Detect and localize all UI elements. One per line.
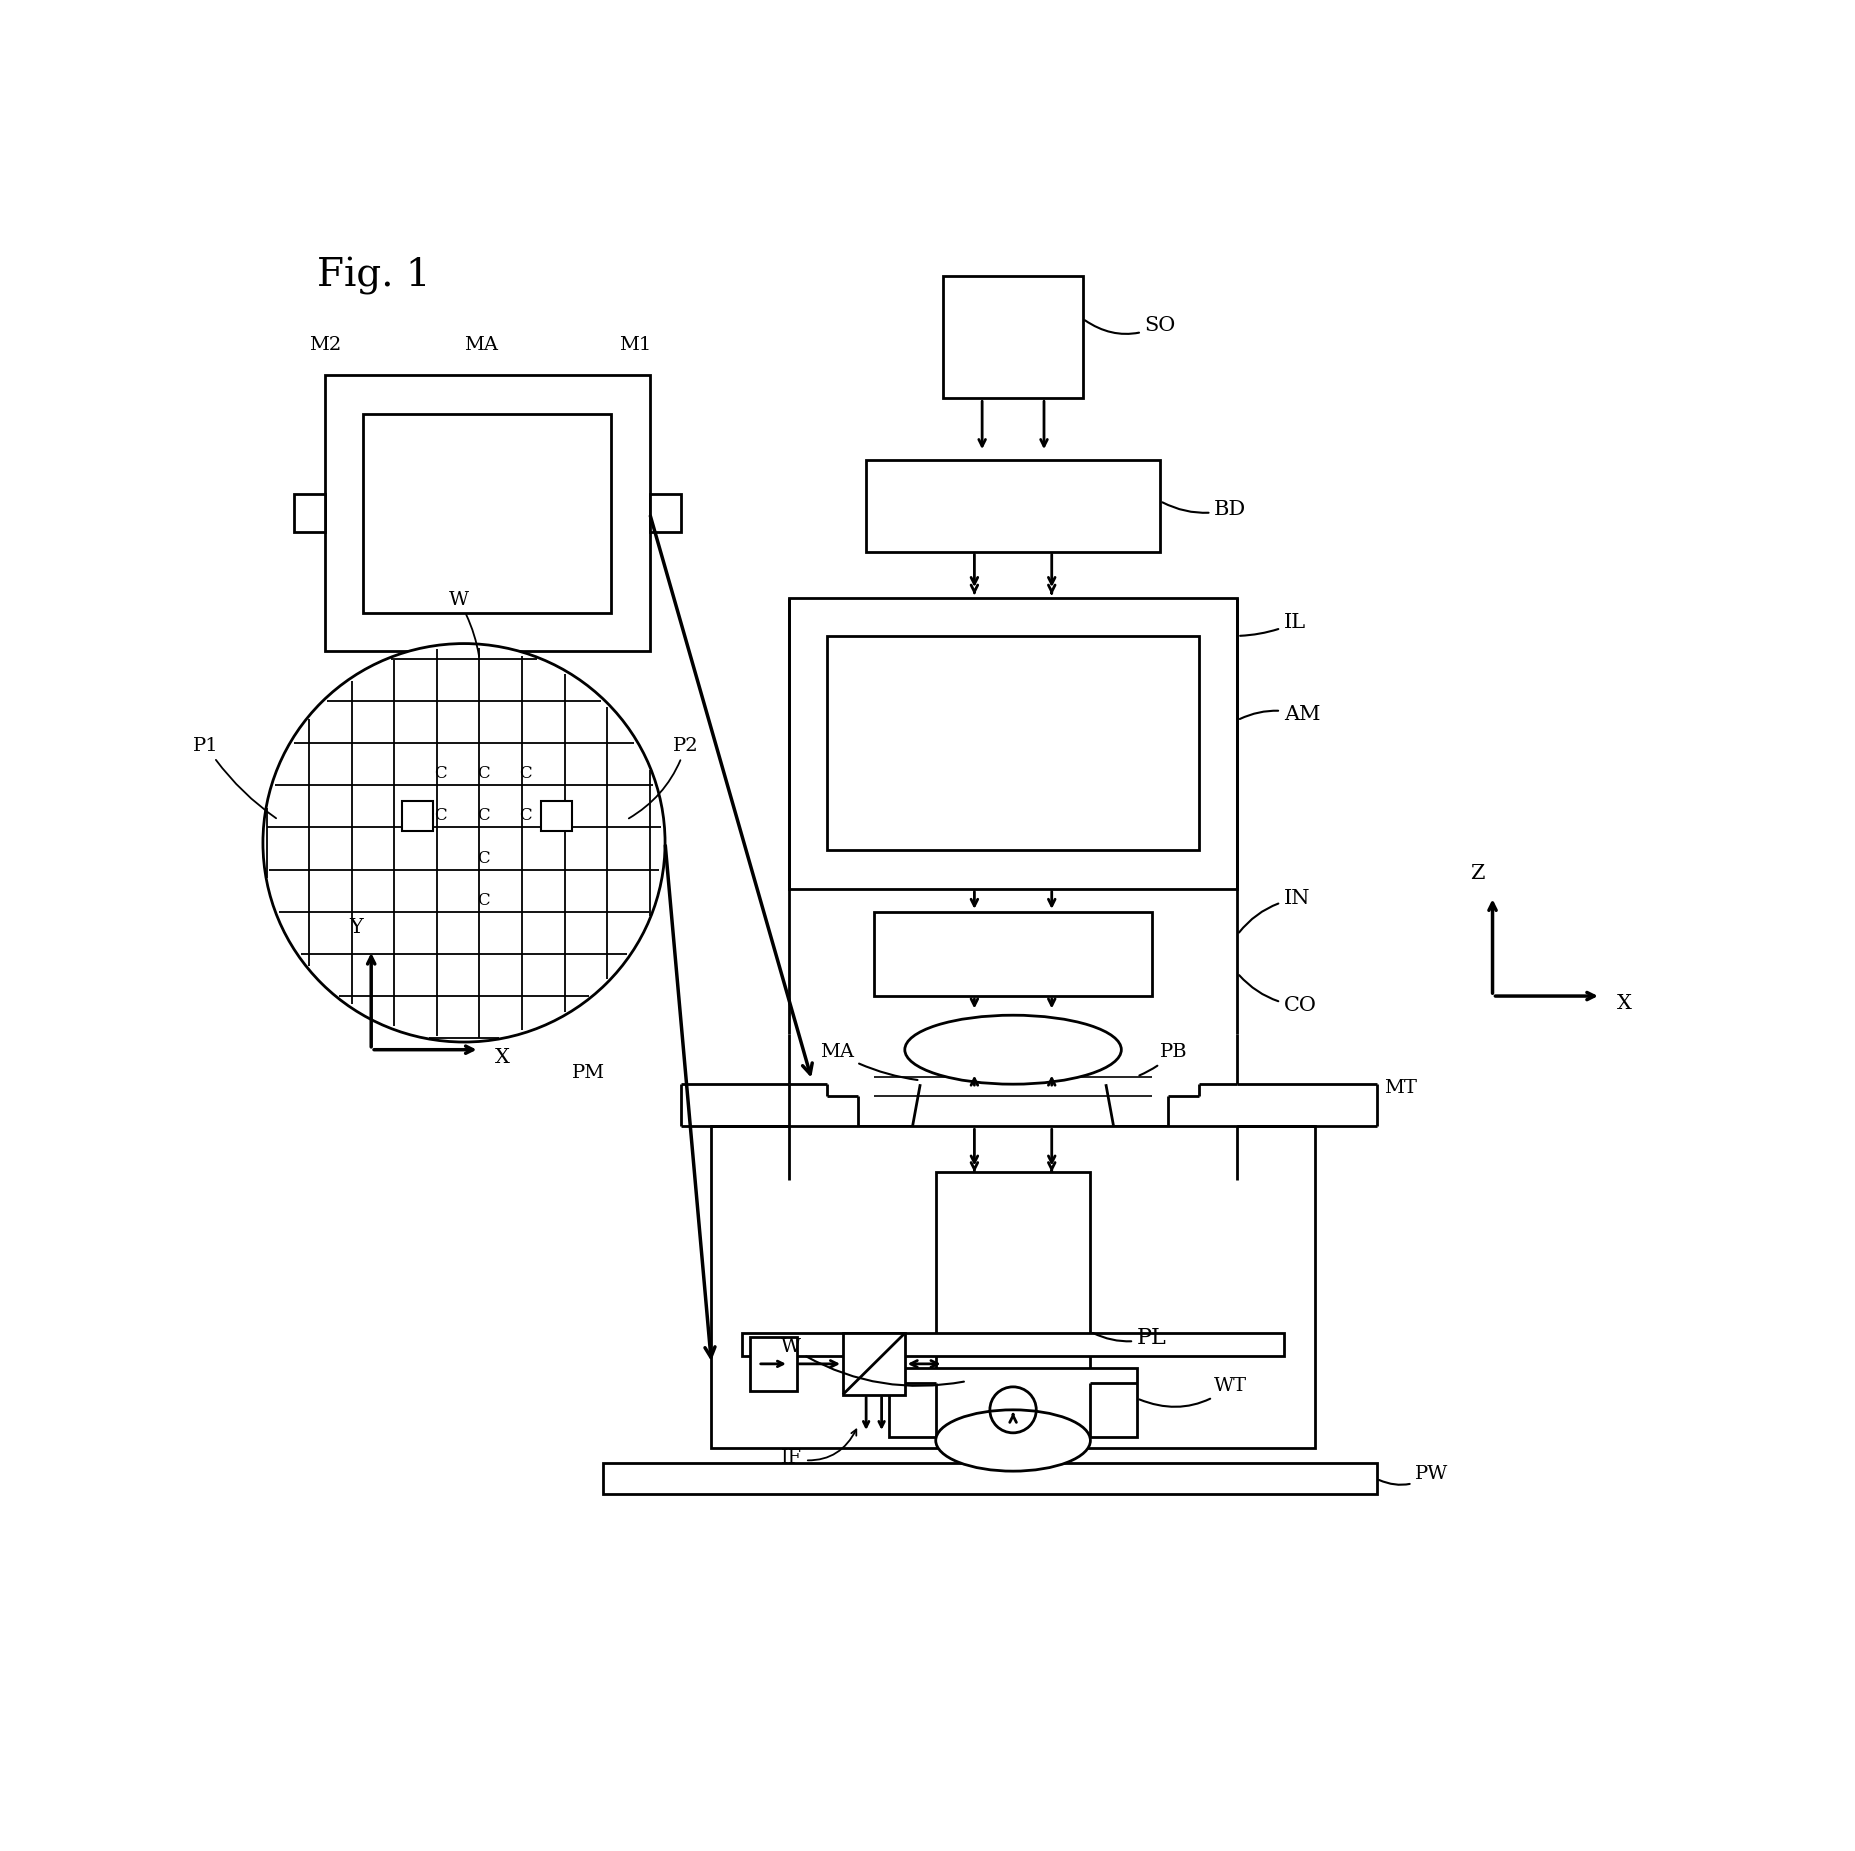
Text: C: C: [477, 764, 490, 783]
Text: W: W: [781, 1338, 963, 1386]
Bar: [788, 598, 1237, 888]
Text: M1: M1: [618, 335, 651, 354]
Text: Fig. 1: Fig. 1: [317, 257, 430, 294]
Text: P2: P2: [629, 737, 697, 818]
Text: C: C: [519, 807, 532, 824]
Bar: [603, 1464, 1376, 1494]
Circle shape: [263, 644, 664, 1042]
Bar: [842, 1333, 905, 1394]
Bar: [935, 1172, 1091, 1418]
Bar: [649, 494, 681, 533]
Text: X: X: [495, 1048, 510, 1066]
Bar: [866, 459, 1159, 552]
Ellipse shape: [905, 1014, 1120, 1085]
Bar: [749, 1336, 796, 1390]
Text: M2: M2: [310, 335, 341, 354]
Bar: [325, 376, 649, 652]
Bar: [942, 276, 1081, 398]
Text: CO: CO: [1239, 975, 1315, 1016]
Bar: [889, 1368, 1135, 1436]
Text: C: C: [434, 764, 447, 783]
Text: P1: P1: [193, 737, 276, 818]
Text: C: C: [519, 764, 532, 783]
Text: BD: BD: [1161, 500, 1247, 518]
Bar: [293, 494, 325, 533]
Text: C: C: [434, 807, 447, 824]
Text: W: W: [449, 590, 479, 655]
Text: AM: AM: [1239, 705, 1319, 724]
Text: IL: IL: [1239, 613, 1306, 635]
Text: PB: PB: [1139, 1044, 1187, 1075]
Text: X: X: [1616, 994, 1631, 1012]
Text: IF: IF: [781, 1429, 855, 1468]
Bar: [742, 1333, 1284, 1357]
Text: PM: PM: [571, 1064, 605, 1081]
Bar: [827, 637, 1198, 850]
Bar: [364, 413, 610, 613]
Text: C: C: [477, 892, 490, 909]
Bar: [952, 1372, 1074, 1390]
Bar: [542, 801, 571, 831]
Text: PL: PL: [1093, 1327, 1167, 1349]
Text: PW: PW: [1378, 1464, 1447, 1485]
Text: SO: SO: [1085, 317, 1176, 335]
Text: MT: MT: [1384, 1079, 1417, 1098]
Ellipse shape: [935, 1410, 1091, 1472]
Text: Y: Y: [349, 918, 362, 937]
Bar: [403, 801, 432, 831]
Text: C: C: [477, 850, 490, 866]
Bar: [874, 913, 1152, 996]
Text: MA: MA: [820, 1044, 916, 1079]
Text: MA: MA: [464, 335, 497, 354]
Text: Z: Z: [1469, 864, 1484, 883]
Text: WT: WT: [1139, 1377, 1247, 1407]
Text: IN: IN: [1239, 888, 1310, 933]
Text: C: C: [477, 807, 490, 824]
Bar: [710, 1125, 1313, 1447]
